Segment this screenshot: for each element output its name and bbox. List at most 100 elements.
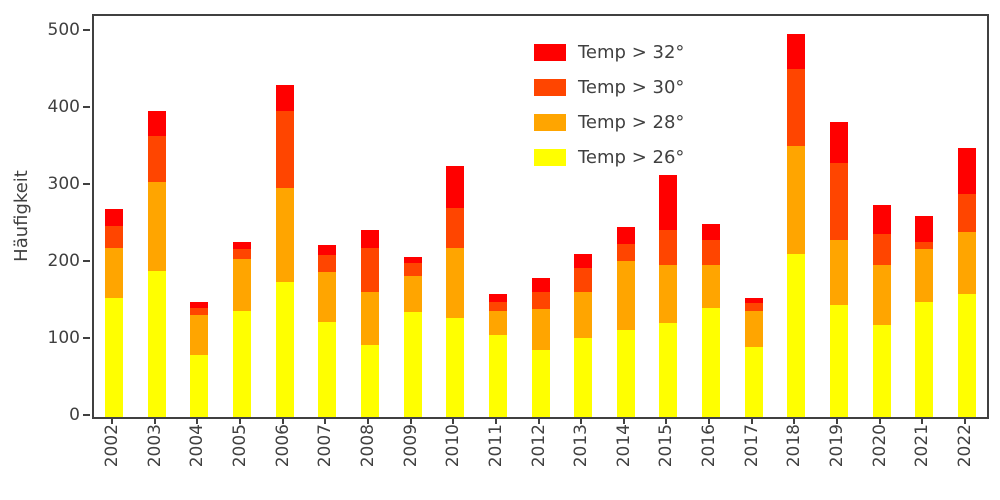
x-tick-mark <box>452 417 455 424</box>
bar-segment <box>531 291 550 310</box>
bar-segment <box>488 293 507 302</box>
legend-item: Temp > 26° <box>534 147 684 168</box>
x-tick-label: 2006 <box>272 424 293 468</box>
bar-segment <box>105 247 123 298</box>
bar-segment <box>744 310 763 347</box>
bar-segment <box>574 291 593 338</box>
bar-segment <box>872 233 891 265</box>
stacked-bar-2017 <box>744 298 763 417</box>
bar-segment <box>105 209 123 227</box>
bar-segment <box>318 322 337 417</box>
stacked-bar-2020 <box>872 205 891 417</box>
bar-segment <box>531 350 550 417</box>
bar-segment <box>915 249 934 302</box>
y-tick-label: 400 <box>47 97 80 118</box>
bar-segment <box>872 205 891 234</box>
bar-segment <box>787 34 806 70</box>
y-tick-mark <box>83 29 90 32</box>
legend: Temp > 32° Temp > 30° Temp > 28° Temp > 26° <box>534 42 684 168</box>
bar-segment <box>574 337 593 417</box>
stacked-bar-2019 <box>830 122 849 417</box>
bar-segment <box>446 247 465 319</box>
x-tick-label: 2012 <box>528 424 549 468</box>
legend-swatch <box>534 79 566 96</box>
stacked-bar-2018 <box>787 34 806 417</box>
bar-segment <box>446 318 465 417</box>
bar-segment <box>147 111 166 137</box>
x-tick-label: 2016 <box>699 424 720 468</box>
bar-segment <box>574 253 593 269</box>
bar-segment <box>616 330 635 417</box>
y-tick-mark <box>83 183 90 186</box>
bar-segment <box>915 241 934 250</box>
stacked-bar-2016 <box>702 223 721 417</box>
stacked-bar-2002 <box>105 209 123 417</box>
x-tick-mark <box>153 417 156 424</box>
stacked-bar-2011 <box>488 293 507 417</box>
legend-label: Temp > 26° <box>578 147 685 168</box>
x-tick-mark <box>281 417 284 424</box>
x-tick-label: 2010 <box>443 424 464 468</box>
bar-segment <box>744 346 763 417</box>
legend-label: Temp > 30° <box>578 77 685 98</box>
bar-segment <box>275 110 294 188</box>
stacked-bar-2004 <box>190 301 209 417</box>
y-tick-label: 0 <box>69 405 80 425</box>
x-tick-label: 2020 <box>869 424 890 468</box>
x-tick-label: 2014 <box>613 424 634 468</box>
bar-segment <box>446 207 465 248</box>
bar-segment <box>360 345 379 417</box>
y-tick-mark <box>83 106 90 109</box>
x-tick-mark <box>409 417 412 424</box>
stacked-bar-2013 <box>574 253 593 417</box>
x-tick-mark <box>537 417 540 424</box>
bar-segment <box>318 245 337 256</box>
legend-swatch <box>534 149 566 166</box>
bar-segment <box>360 291 379 346</box>
x-tick-mark <box>921 417 924 424</box>
bar-segment <box>531 309 550 351</box>
bar-segment <box>616 226 635 244</box>
stacked-bar-2005 <box>232 242 251 417</box>
bar-segment <box>190 307 209 315</box>
bar-segment <box>360 229 379 248</box>
bar-segment <box>147 182 166 271</box>
stacked-bar-2015 <box>659 175 678 417</box>
y-tick-mark <box>83 414 90 416</box>
y-tick-label: 500 <box>47 20 80 41</box>
y-tick-label: 300 <box>47 174 80 195</box>
y-tick-mark <box>83 337 90 340</box>
bar-segment <box>232 310 251 417</box>
x-tick-mark <box>366 417 369 424</box>
bar-segment <box>830 163 849 240</box>
bar-segment <box>787 253 806 417</box>
bar-segment <box>659 175 678 230</box>
x-tick-label: 2004 <box>187 424 208 468</box>
x-tick-label: 2013 <box>571 424 592 468</box>
x-tick-mark <box>878 417 881 424</box>
x-tick-mark <box>580 417 583 424</box>
bar-segment <box>403 263 422 277</box>
bar-segment <box>105 297 123 417</box>
bar-segment <box>830 122 849 164</box>
bar-segment <box>275 282 294 417</box>
bar-segment <box>702 265 721 308</box>
bar-segment <box>531 277 550 292</box>
x-tick-label: 2021 <box>912 424 933 468</box>
stacked-bar-2014 <box>616 226 635 417</box>
stacked-bar-2012 <box>531 277 550 417</box>
x-tick-label: 2008 <box>357 424 378 468</box>
bar-segment <box>659 229 678 265</box>
x-tick-label: 2009 <box>400 424 421 468</box>
x-tick-mark <box>836 417 839 424</box>
stacked-bar-2006 <box>275 84 294 417</box>
legend-item: Temp > 28° <box>534 112 684 133</box>
bar-segment <box>275 84 294 111</box>
stacked-bar-2003 <box>147 111 166 417</box>
bar-segment <box>872 324 891 417</box>
x-tick-mark <box>665 417 668 424</box>
stacked-bar-2007 <box>318 245 337 417</box>
x-tick-mark <box>964 417 966 424</box>
stacked-bar-2009 <box>403 256 422 417</box>
bar-segment <box>659 264 678 324</box>
